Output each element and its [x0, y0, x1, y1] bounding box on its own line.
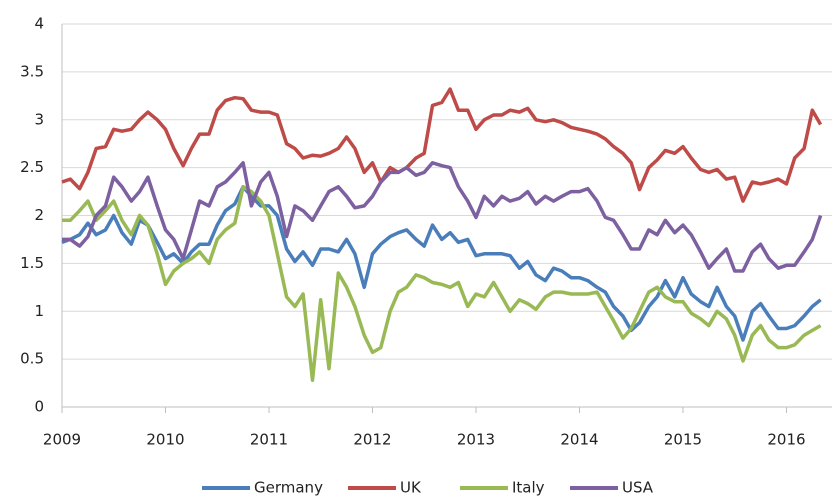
x-tick-label: 2012 [353, 431, 391, 449]
legend-label: USA [622, 479, 654, 497]
y-tick-label: 3 [34, 110, 44, 128]
x-tick-label: 2013 [457, 431, 495, 449]
x-tick-label: 2011 [250, 431, 288, 449]
y-tick-label: 1 [34, 302, 44, 320]
y-tick-label: 0.5 [20, 350, 44, 368]
y-tick-label: 1.5 [20, 254, 44, 272]
y-tick-label: 0 [34, 398, 44, 416]
series-line [62, 161, 823, 273]
x-tick-label: 2015 [664, 431, 702, 449]
series-line [61, 185, 822, 342]
y-tick-label: 4 [34, 15, 44, 33]
x-tick-label: 2009 [43, 431, 81, 449]
y-tick-label: 3.5 [20, 62, 44, 80]
legend-label: Germany [254, 479, 323, 497]
series-line [61, 87, 823, 203]
y-tick-label: 2.5 [20, 158, 44, 176]
x-tick-label: 2014 [560, 431, 598, 449]
y-tick-label: 2 [34, 206, 44, 224]
legend-label: UK [400, 479, 422, 497]
x-tick-label: 2016 [767, 431, 805, 449]
series-line [62, 185, 822, 382]
legend-label: Italy [512, 479, 545, 497]
x-tick-label: 2010 [146, 431, 184, 449]
